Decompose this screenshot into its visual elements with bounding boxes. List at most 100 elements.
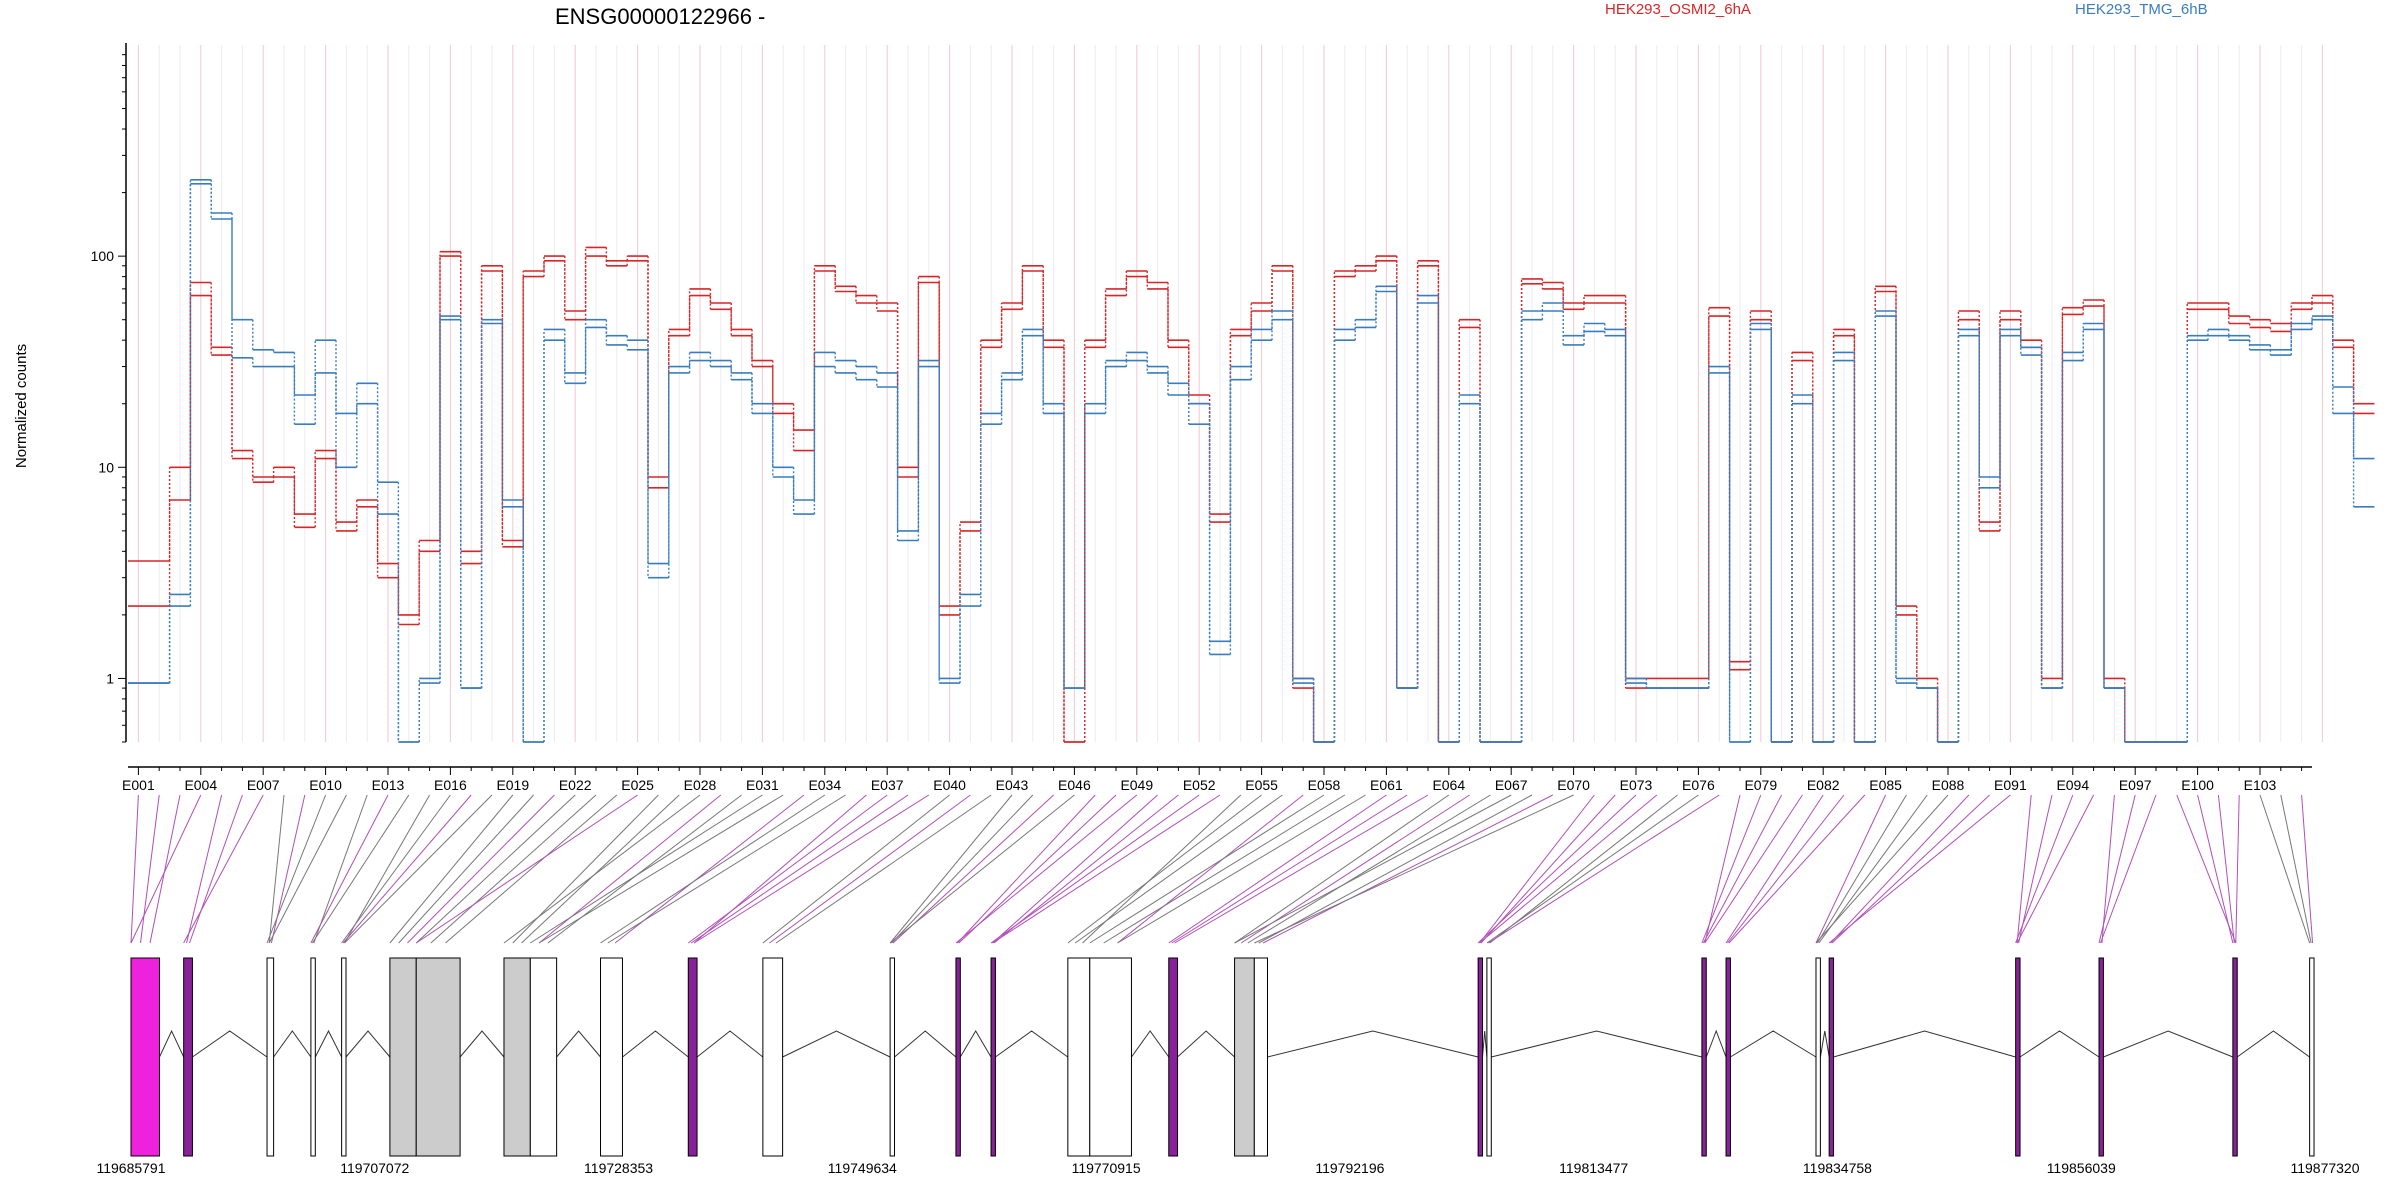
exon-tick-label: E001: [122, 777, 155, 793]
exon-link-line: [1817, 794, 1907, 944]
series-level: [128, 246, 2375, 743]
exon-block: [1815, 957, 1821, 1157]
genome-tick-label: 119685791: [96, 1160, 165, 1176]
exon-link-line: [189, 794, 243, 944]
exon-link-line: [1831, 794, 1990, 944]
exon-tick-label: E088: [1932, 777, 1965, 793]
exon-link-line: [407, 794, 555, 944]
exon-link-line: [992, 794, 1221, 944]
gene-model: [130, 957, 2315, 1157]
exon-link-line: [1171, 794, 1408, 944]
exon-link-line: [149, 794, 181, 944]
exon-link-line: [130, 794, 139, 944]
exon-link-line: [445, 794, 618, 944]
exon-link-line: [1479, 794, 1595, 944]
exon-tick-label: E049: [1120, 777, 1153, 793]
exon-block: [1067, 957, 1091, 1157]
exon-link-lines: [130, 794, 2314, 944]
exon-link-line: [957, 794, 1096, 944]
exon-link-line: [538, 794, 784, 944]
exon-link-line: [1704, 794, 1803, 944]
exon-link-line: [344, 794, 493, 944]
exon-link-line: [1262, 794, 1554, 944]
series-transition: [168, 183, 2355, 742]
series-tmg-2: [128, 183, 2375, 743]
exon-block: [762, 957, 784, 1157]
series-level: [128, 183, 2375, 743]
exon-block: [1828, 957, 1835, 1157]
exon-tick-label: E073: [1620, 777, 1653, 793]
exon-link-line: [1701, 794, 1762, 944]
exon-link-line: [889, 794, 1075, 944]
exon-link-line: [889, 794, 1013, 944]
exon-link-line: [183, 794, 264, 944]
exon-tick-label: E070: [1557, 777, 1590, 793]
series-tmg-1: [128, 179, 2375, 743]
exon-block: [600, 957, 623, 1157]
exon-link-line: [993, 794, 1179, 944]
exon-link-line: [389, 794, 514, 944]
legend-entry-osmi2: HEK293_OSMI2_6hA: [1605, 1, 1751, 18]
exon-block: [415, 957, 461, 1157]
exon-link-line: [342, 794, 472, 944]
genome-axis: 119685791 119707072 119728353 119749634 1197…: [96, 1160, 2359, 1176]
exon-link-line: [2176, 794, 2237, 944]
exon-link-line: [2098, 794, 2136, 944]
exon-link-line: [1254, 794, 1574, 944]
exon-tick-label: E058: [1308, 777, 1341, 793]
exon-axis: E001 E004 E007 E010 E013 E016 E019 E022 E025 E028…: [122, 766, 2312, 793]
exon-block: [183, 957, 193, 1157]
y-axis-label: Normalized counts: [13, 344, 30, 468]
intron-lines: [159, 1029, 2310, 1058]
series-transition: [168, 247, 2355, 742]
exon-link-line: [2301, 794, 2314, 944]
genome-tick-label: 119749634: [828, 1160, 897, 1176]
exon-link-line: [311, 794, 410, 944]
exon-link-line: [1247, 794, 1491, 944]
genome-tick-label: 119834758: [1803, 1160, 1872, 1176]
genome-tick-label: 119728353: [584, 1160, 653, 1176]
exon-tick-label: E040: [933, 777, 966, 793]
exon-block: [2098, 957, 2104, 1157]
exon-link-line: [1234, 794, 1512, 944]
exon-tick-label: E094: [2056, 777, 2089, 793]
exon-link-line: [2235, 794, 2240, 944]
exon-link-line: [268, 794, 347, 944]
exon-link-line: [310, 794, 389, 944]
exon-link-line: [1117, 794, 1304, 944]
exon-tick-label: E013: [372, 777, 405, 793]
exon-tick-label: E010: [309, 777, 342, 793]
exon-block: [1486, 957, 1492, 1157]
exon-link-line: [2015, 794, 2074, 944]
y-axis: 1 10 100: [91, 43, 127, 743]
exon-tick-label: E043: [996, 777, 1029, 793]
exon-link-line: [693, 794, 867, 944]
exon-block: [2015, 957, 2021, 1157]
exon-block: [955, 957, 961, 1157]
exon-block: [687, 957, 698, 1157]
exon-link-line: [1480, 794, 1616, 944]
exon-tick-label: E082: [1807, 777, 1840, 793]
exon-tick-label: E100: [2181, 777, 2214, 793]
exon-gridlines: [137, 45, 2323, 742]
exon-link-line: [266, 794, 327, 944]
exon-tick-label: E076: [1682, 777, 1715, 793]
exon-link-line: [2280, 794, 2312, 944]
series-layer: [128, 179, 2375, 743]
exon-link-line: [1725, 794, 1824, 944]
exon-link-line: [415, 794, 576, 944]
genome-tick-label: 119813477: [1559, 1160, 1628, 1176]
exon-link-line: [1477, 794, 1637, 944]
genome-tick-label: 119770915: [1072, 1160, 1141, 1176]
exon-tick-label: E067: [1495, 777, 1528, 793]
exon-link-line: [1815, 794, 1887, 944]
exon-tick-label: E079: [1744, 777, 1777, 793]
exon-link-line: [958, 794, 1117, 944]
exon-link-line: [140, 794, 160, 944]
exon-block: [1701, 957, 1707, 1157]
exon-tick-label: E019: [496, 777, 529, 793]
exon-block: [341, 957, 347, 1157]
exon-link-line: [2217, 794, 2235, 944]
exon-link-line: [1488, 794, 1720, 944]
